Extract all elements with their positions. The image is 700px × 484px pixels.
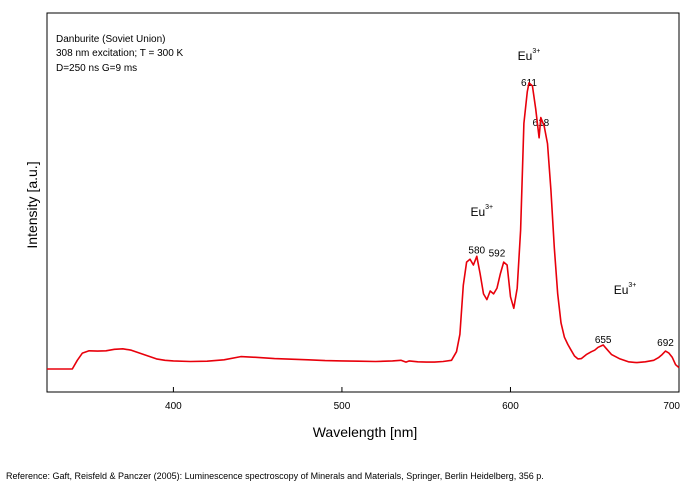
x-axis-ticks: 400 500 600 700 [165, 387, 680, 412]
info-line-2: 308 nm excitation; T = 300 K [56, 48, 184, 59]
ion-label: Eu3+ [614, 282, 637, 297]
ion-label-base: Eu [518, 49, 533, 63]
ion-label-base: Eu [470, 205, 485, 219]
ion-label: Eu3+ [470, 204, 493, 219]
ion-label: Eu3+ [518, 48, 541, 63]
peak-label: 580 [468, 245, 485, 256]
reference-note: Reference: Gaft, Reisfeld & Panczer (200… [6, 471, 544, 481]
ion-label-charge: 3+ [485, 204, 493, 211]
info-line-3: D=250 ns G=9 ms [56, 63, 137, 74]
x-tick-label: 700 [663, 401, 680, 412]
x-tick-label: 400 [165, 401, 182, 412]
x-tick-label: 600 [502, 401, 519, 412]
peak-label: 592 [489, 248, 506, 259]
spectrum-line [47, 82, 680, 370]
peak-label: 655 [595, 335, 612, 346]
ion-label-charge: 3+ [628, 282, 636, 289]
ion-label-charge: 3+ [532, 48, 540, 55]
plot-frame [46, 12, 680, 393]
ion-label-base: Eu [614, 283, 629, 297]
y-axis-label: Intensity [a.u.] [24, 161, 40, 248]
x-tick-label: 500 [334, 401, 351, 412]
x-axis-label: Wavelength [nm] [313, 424, 418, 440]
info-line-1: Danburite (Soviet Union) [56, 34, 166, 45]
peak-label: 692 [657, 338, 674, 349]
